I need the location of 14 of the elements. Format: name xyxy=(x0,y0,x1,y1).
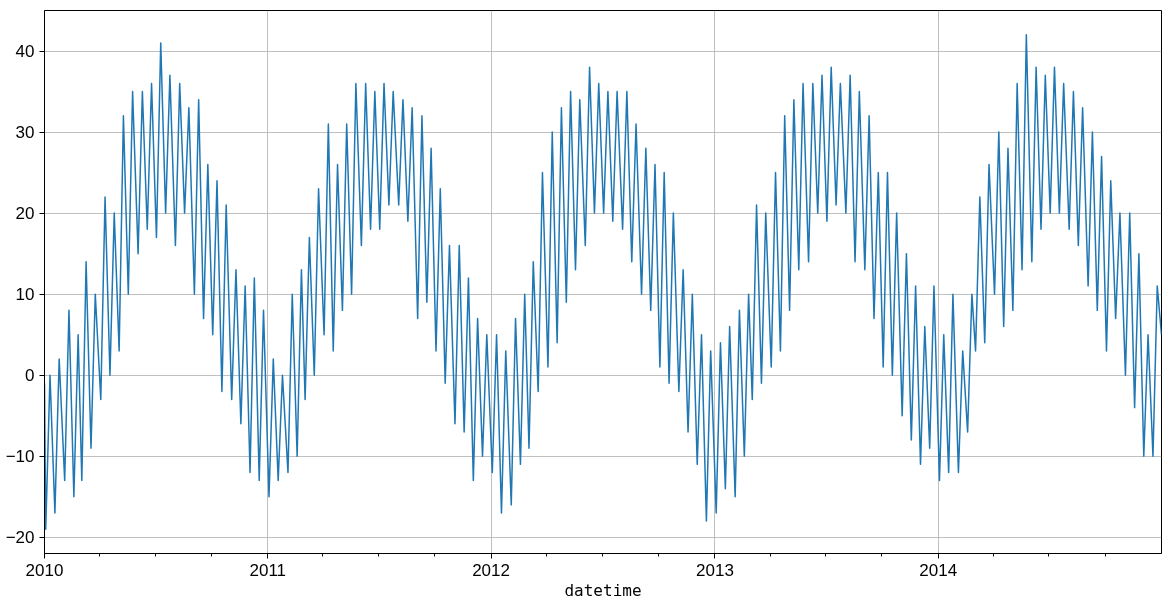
y-tick-label: −10 xyxy=(5,447,35,467)
x-tick-label: 2013 xyxy=(696,560,734,580)
x-axis-title: datetime xyxy=(564,580,642,600)
x-tick-label: 2011 xyxy=(249,560,287,580)
y-tick-label: −20 xyxy=(5,528,35,548)
y-tick-label: 20 xyxy=(15,204,35,224)
y-tick-label: 0 xyxy=(25,366,35,386)
line-series xyxy=(44,34,1162,530)
y-tick-label: 30 xyxy=(15,123,35,143)
x-tick-label: 2012 xyxy=(472,560,510,580)
x-tick-label: 2014 xyxy=(919,560,958,580)
y-tick-label: 40 xyxy=(15,42,35,62)
y-tick-label: 10 xyxy=(15,285,35,305)
x-tick-label: 2010 xyxy=(25,560,64,580)
